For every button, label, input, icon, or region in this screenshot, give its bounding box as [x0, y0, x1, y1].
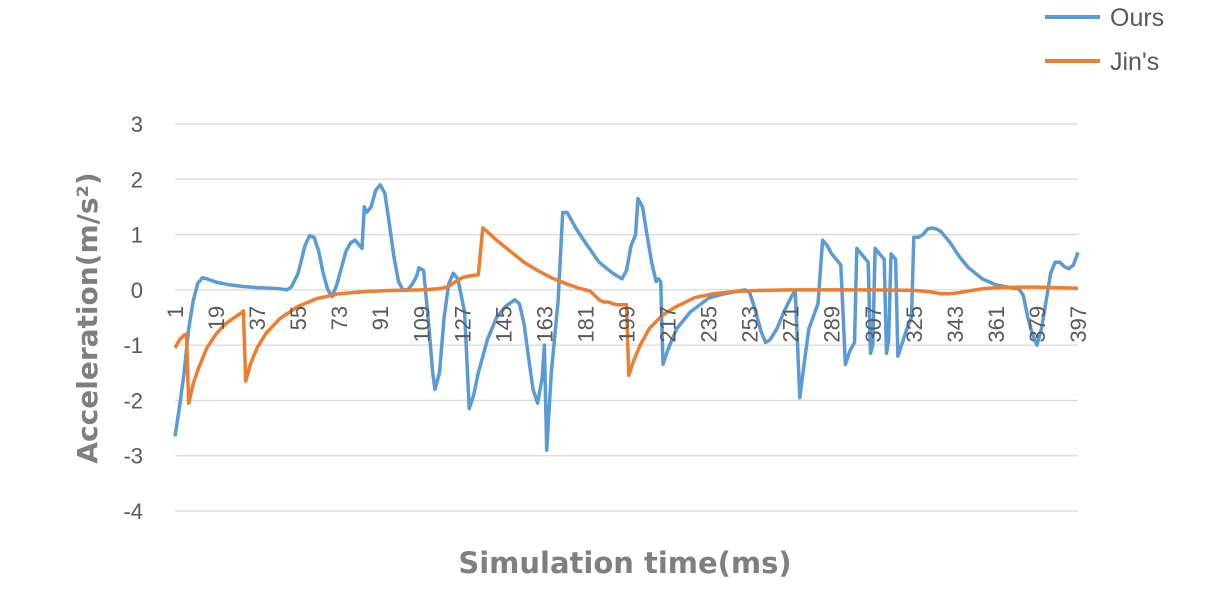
series-line-1: [173, 226, 1079, 405]
y-tick-label: -1: [123, 333, 143, 358]
y-tick-labels: -4 -3 -2 -1 0 1 2 3: [123, 112, 143, 524]
x-tick-label: 397: [1066, 306, 1091, 343]
y-tick-label: 2: [131, 167, 143, 192]
y-tick-label: -2: [123, 388, 143, 413]
y-tick-label: 3: [131, 112, 143, 137]
x-tick-label: 91: [368, 306, 393, 330]
y-tick-label: 1: [131, 223, 143, 248]
x-tick-label: 19: [204, 306, 229, 330]
x-tick-label: 1: [163, 306, 188, 318]
y-tick-label: -3: [123, 444, 143, 469]
y-tick-label: -4: [123, 499, 143, 524]
x-tick-label: 217: [656, 306, 681, 343]
x-tick-label: 343: [943, 306, 968, 343]
x-tick-label: 163: [532, 306, 557, 343]
legend-label-ours: Ours: [1110, 4, 1164, 32]
legend-label-jins: Jin's: [1110, 48, 1159, 76]
x-tick-label: 361: [984, 306, 1009, 343]
x-tick-label: 271: [779, 306, 804, 343]
x-tick-label: 37: [245, 306, 270, 330]
x-tick-label: 55: [286, 306, 311, 330]
x-tick-label: 325: [902, 306, 927, 343]
series-lines: [173, 183, 1080, 452]
x-tick-label: 73: [327, 306, 352, 330]
x-tick-label: 199: [615, 306, 640, 343]
x-tick-label: 253: [738, 306, 763, 343]
series-line-0: [173, 183, 1080, 452]
grid-lines: [175, 123, 1078, 512]
x-tick-label: 289: [820, 306, 845, 343]
x-tick-label: 307: [861, 306, 886, 343]
x-axis-title: Simulation time(ms): [458, 546, 791, 580]
y-axis-title: Acceleration(m/s²): [71, 172, 104, 463]
x-tick-label: 109: [409, 306, 434, 343]
legend: Ours Jin's: [1045, 4, 1164, 76]
x-tick-label: 379: [1025, 306, 1050, 343]
y-tick-label: 0: [131, 278, 143, 303]
x-tick-label: 181: [574, 306, 599, 343]
x-tick-label: 235: [697, 306, 722, 343]
x-tick-label: 127: [450, 306, 475, 343]
x-tick-label: 145: [491, 306, 516, 343]
x-tick-labels: 1 19 37 55 73 91 109 127 145 163 181 199 217 235 253 27…: [163, 306, 1091, 343]
